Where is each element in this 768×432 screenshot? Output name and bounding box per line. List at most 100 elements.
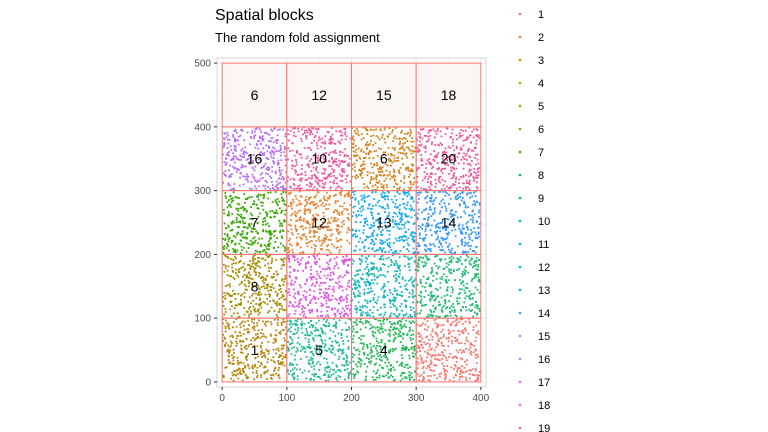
scatter-point bbox=[323, 324, 326, 327]
scatter-point bbox=[416, 216, 419, 219]
scatter-point bbox=[463, 271, 466, 274]
scatter-point bbox=[244, 346, 246, 349]
block-points-6 bbox=[351, 254, 417, 319]
scatter-point bbox=[304, 347, 307, 350]
scatter-point bbox=[383, 347, 385, 349]
scatter-point bbox=[347, 314, 350, 317]
scatter-point bbox=[365, 278, 368, 281]
scatter-point bbox=[394, 297, 397, 299]
scatter-point bbox=[241, 249, 243, 252]
scatter-point bbox=[263, 244, 266, 247]
scatter-point bbox=[397, 321, 399, 323]
scatter-point bbox=[414, 268, 417, 271]
scatter-point bbox=[444, 279, 447, 282]
scatter-point bbox=[391, 261, 393, 263]
scatter-point bbox=[300, 327, 303, 330]
scatter-point bbox=[420, 309, 422, 312]
scatter-point bbox=[263, 152, 266, 154]
scatter-point bbox=[472, 209, 475, 212]
scatter-point bbox=[347, 194, 349, 196]
scatter-point bbox=[234, 128, 237, 131]
scatter-point bbox=[429, 283, 431, 286]
scatter-point bbox=[457, 225, 460, 227]
scatter-point bbox=[432, 200, 435, 203]
scatter-point bbox=[389, 370, 392, 372]
scatter-point bbox=[410, 315, 412, 318]
scatter-point bbox=[355, 221, 357, 223]
scatter-point bbox=[223, 254, 226, 257]
scatter-point bbox=[404, 213, 406, 215]
scatter-point bbox=[321, 340, 323, 342]
scatter-point bbox=[359, 306, 362, 308]
scatter-point bbox=[294, 169, 296, 172]
scatter-point bbox=[441, 275, 444, 278]
scatter-point bbox=[276, 316, 279, 318]
scatter-point bbox=[474, 202, 476, 205]
scatter-point bbox=[257, 215, 260, 218]
scatter-point bbox=[419, 340, 422, 342]
scatter-point bbox=[313, 373, 316, 375]
scatter-point bbox=[334, 202, 337, 204]
scatter-point bbox=[338, 225, 340, 228]
scatter-point bbox=[232, 157, 235, 160]
scatter-point bbox=[314, 258, 317, 260]
scatter-point bbox=[293, 377, 296, 379]
scatter-point bbox=[394, 220, 397, 222]
scatter-point bbox=[393, 322, 395, 324]
scatter-point bbox=[398, 330, 401, 333]
scatter-point bbox=[477, 226, 480, 229]
scatter-point bbox=[363, 291, 366, 294]
scatter-point bbox=[413, 347, 416, 350]
scatter-point bbox=[314, 230, 317, 233]
scatter-point bbox=[372, 297, 375, 299]
scatter-point bbox=[237, 135, 240, 138]
scatter-point bbox=[344, 128, 347, 130]
scatter-point bbox=[277, 273, 279, 276]
scatter-point bbox=[246, 328, 249, 331]
scatter-point bbox=[437, 222, 440, 225]
scatter-point bbox=[460, 331, 463, 333]
scatter-point bbox=[232, 336, 234, 339]
scatter-point bbox=[435, 317, 437, 320]
scatter-point bbox=[304, 174, 307, 176]
scatter-point bbox=[461, 275, 464, 278]
scatter-point bbox=[335, 261, 338, 264]
scatter-point bbox=[411, 320, 414, 322]
scatter-point bbox=[436, 289, 439, 291]
scatter-point bbox=[261, 335, 264, 338]
scatter-point bbox=[333, 175, 335, 177]
scatter-point bbox=[433, 199, 436, 201]
scatter-point bbox=[377, 182, 380, 184]
scatter-point bbox=[330, 344, 332, 347]
scatter-point bbox=[249, 217, 252, 220]
scatter-point bbox=[435, 224, 437, 227]
scatter-point bbox=[373, 267, 375, 270]
scatter-point bbox=[302, 347, 305, 349]
scatter-point bbox=[428, 175, 430, 178]
scatter-point bbox=[402, 333, 405, 336]
scatter-point bbox=[329, 251, 332, 254]
scatter-point bbox=[414, 371, 417, 373]
scatter-point bbox=[383, 264, 386, 266]
scatter-point bbox=[375, 347, 377, 350]
scatter-point bbox=[479, 291, 481, 294]
scatter-point bbox=[315, 176, 318, 179]
scatter-point bbox=[224, 307, 227, 310]
scatter-point bbox=[288, 139, 290, 142]
scatter-point bbox=[439, 230, 442, 233]
scatter-point bbox=[301, 323, 304, 326]
scatter-point bbox=[270, 286, 273, 288]
scatter-point bbox=[408, 349, 410, 351]
scatter-point bbox=[395, 223, 397, 225]
scatter-point bbox=[465, 339, 468, 341]
scatter-point bbox=[264, 356, 267, 359]
scatter-point bbox=[335, 158, 337, 160]
scatter-point bbox=[461, 318, 464, 321]
scatter-point bbox=[396, 215, 399, 218]
scatter-point bbox=[396, 226, 399, 229]
scatter-point bbox=[418, 379, 420, 382]
scatter-point bbox=[360, 214, 363, 217]
scatter-point bbox=[366, 314, 368, 317]
scatter-point bbox=[360, 260, 363, 263]
scatter-point bbox=[243, 366, 246, 368]
